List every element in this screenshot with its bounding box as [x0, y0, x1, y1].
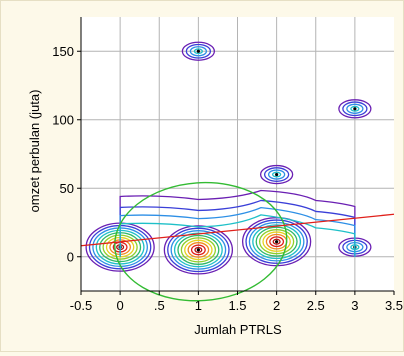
contour-ring: [342, 101, 368, 117]
regression-line-layer: [80, 213, 395, 247]
contour-ring: [173, 232, 223, 268]
contour-ring: [187, 242, 210, 258]
contour-ring: [167, 227, 230, 273]
x-tick-label: 1: [195, 298, 202, 313]
density-contours: [85, 41, 372, 275]
contour-ring: [258, 229, 295, 255]
contour-ring: [252, 224, 302, 260]
density-peak-marker: [275, 240, 279, 244]
contour-ring: [184, 239, 213, 261]
contour-ring: [338, 99, 372, 119]
contour-envelope: [119, 214, 356, 257]
x-axis-label: Jumlah PTRLS: [194, 322, 282, 337]
density-peak-marker: [275, 172, 279, 177]
density-peak-marker: [353, 107, 357, 111]
contour-ring: [272, 238, 281, 245]
y-tick-label: 150: [52, 44, 74, 59]
x-tick-label: 2: [273, 298, 280, 313]
x-tick-label: -0.5: [70, 298, 92, 313]
contour-ring: [259, 164, 294, 185]
density-peak-marker: [196, 248, 200, 252]
contour-ring: [181, 41, 216, 61]
contour-ring: [267, 169, 286, 180]
contour-ring: [248, 221, 305, 262]
tick-labels: -0.5 0 .5 1 1.5 2 2.5 3 3.5 0 50 100 150: [52, 44, 403, 313]
contour-ring: [180, 237, 217, 263]
contour-ring: [193, 48, 204, 55]
contour-ring: [271, 171, 282, 178]
contour-ring: [263, 167, 290, 182]
x-tick-label: 1.5: [228, 298, 246, 313]
x-tick-label: 2.5: [307, 298, 325, 313]
contour-ring: [190, 244, 206, 256]
y-axis-label: omzet perbulan (juta): [27, 90, 42, 213]
contour-envelope: [119, 199, 356, 257]
confidence-ellipse-layer: [114, 181, 288, 302]
density-peak-marker: [196, 49, 200, 53]
contour-ring: [170, 230, 227, 270]
contour-ring: [177, 234, 220, 265]
contour-ring: [185, 43, 212, 59]
x-tick-label: .5: [154, 298, 165, 313]
contour-ring: [194, 246, 203, 253]
contour-envelope: [119, 189, 356, 257]
contour-ring: [346, 103, 364, 114]
regression-line: [80, 213, 395, 247]
contour-ring: [350, 105, 360, 112]
confidence-ellipse: [114, 181, 288, 302]
y-tick-label: 50: [60, 181, 74, 196]
y-tick-label: 0: [67, 249, 74, 264]
y-tick-label: 100: [52, 112, 74, 127]
contour-ring: [189, 46, 208, 57]
grid-lines: [81, 17, 394, 291]
x-tick-label: 3: [351, 298, 358, 313]
x-tick-label: 0: [117, 298, 124, 313]
contour-chart: -0.5 0 .5 1 1.5 2 2.5 3 3.5 0 50 100 150 Jumlah PTRL…: [27, 17, 403, 337]
contour-ring: [245, 219, 308, 264]
contour-ring: [262, 231, 291, 252]
contour-ring: [255, 226, 298, 257]
contour-ring: [269, 236, 285, 248]
x-tick-label: 3.5: [385, 298, 403, 313]
contour-ring: [163, 225, 234, 275]
axes: [77, 17, 395, 295]
